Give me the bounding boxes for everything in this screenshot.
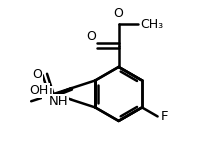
- Text: CH₃: CH₃: [141, 18, 164, 31]
- Text: F: F: [160, 110, 168, 123]
- Text: O: O: [86, 30, 96, 43]
- Text: O: O: [114, 7, 124, 20]
- Text: NH: NH: [49, 95, 69, 108]
- Text: N: N: [43, 87, 53, 100]
- Text: O: O: [32, 68, 42, 81]
- Text: OH: OH: [30, 84, 49, 97]
